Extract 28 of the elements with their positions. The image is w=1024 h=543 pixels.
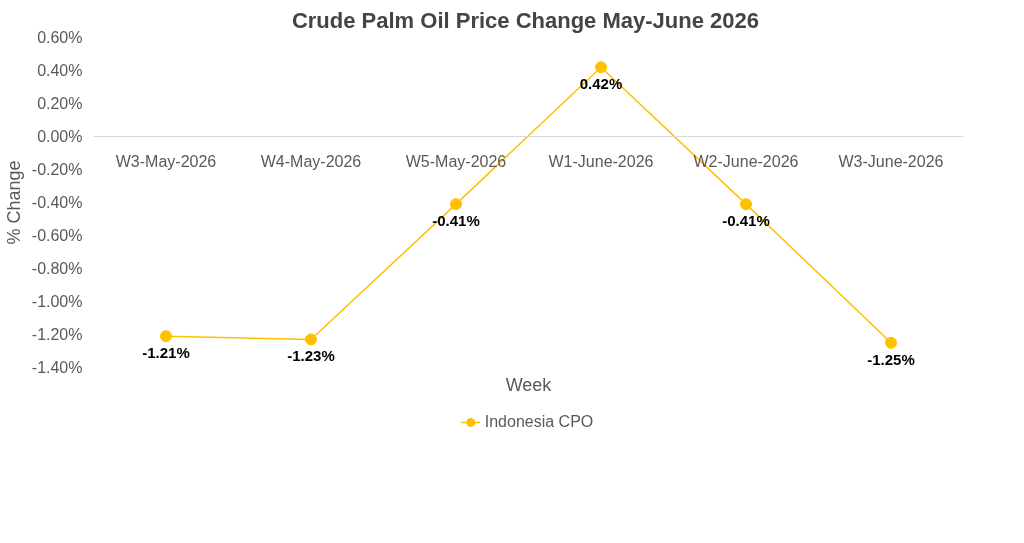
point bbox=[595, 61, 607, 74]
point bbox=[305, 333, 317, 346]
point bbox=[160, 330, 172, 343]
y-tick-label: -0.20% bbox=[31, 161, 83, 178]
chart-title: Crude Palm Oil Price Change May-June 2026 bbox=[291, 7, 759, 33]
y-tick-label: 0.20% bbox=[37, 95, 83, 112]
point bbox=[740, 198, 752, 211]
y-tick-label: -0.80% bbox=[31, 260, 83, 277]
y-tick-label: -1.00% bbox=[31, 293, 83, 310]
x-tick-label: W1-June-2026 bbox=[548, 152, 654, 170]
x-axis-title: Week bbox=[505, 374, 553, 395]
point bbox=[885, 336, 897, 349]
y-tick-label: -0.60% bbox=[31, 227, 83, 244]
legend-label: Indonesia CPO bbox=[484, 412, 594, 431]
point bbox=[450, 198, 462, 211]
y-tick-label: 0.40% bbox=[37, 62, 83, 79]
x-tick-label: W3-May-2026 bbox=[115, 152, 217, 170]
y-tick-label: -1.40% bbox=[31, 359, 83, 376]
y-tick-label: 0.00% bbox=[37, 128, 83, 145]
y-tick-label: 0.60% bbox=[37, 29, 83, 46]
text: -1.25% bbox=[867, 350, 915, 368]
text: -1.23% bbox=[287, 347, 335, 365]
x-tick-label: W3-June-2026 bbox=[838, 152, 944, 170]
y-tick-label: -1.20% bbox=[31, 326, 83, 343]
text: -1.21% bbox=[142, 344, 190, 362]
x-tick-label: W4-May-2026 bbox=[260, 152, 362, 170]
y-tick-label: -0.40% bbox=[31, 194, 83, 211]
y-axis-title: % Change bbox=[3, 160, 24, 245]
